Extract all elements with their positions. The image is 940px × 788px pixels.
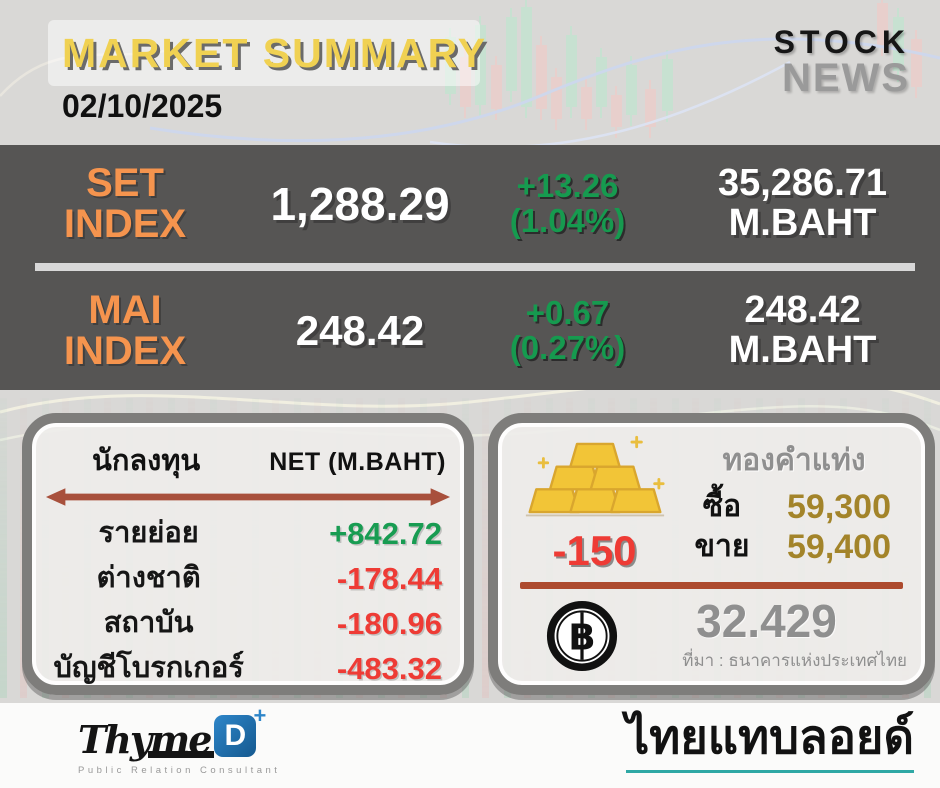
footer: Thyme D + Public Relation Consultant ไทย…: [0, 703, 940, 788]
set-index-label: SET INDEX: [63, 161, 187, 246]
mai-index-label: MAI INDEX: [63, 287, 187, 373]
brand-word-news: NEWS: [782, 56, 910, 100]
sell-value: 59,400: [787, 528, 891, 566]
table-row: รายย่อย +842.72: [32, 511, 464, 556]
investor-type-label: สถาบัน: [103, 607, 194, 639]
investor-net-value: -483.32: [336, 650, 442, 686]
investor-net-value: -180.96: [336, 605, 442, 641]
fx-section: B 32.429 ที่มา : ธนาคารแห่งประเทศไทย: [498, 589, 925, 674]
card-divider: [520, 582, 903, 589]
publisher-logo: ไทยแทบลอยด์: [625, 712, 914, 773]
panel-divider: [35, 263, 915, 271]
fx-source-text: ที่มา : ธนาคารแห่งประเทศไทย: [682, 651, 907, 671]
table-row: ต่างชาติ -178.44: [32, 556, 464, 601]
agency-logo: Thyme D + Public Relation Consultant: [78, 703, 281, 776]
investors-table: รายย่อย +842.72 ต่างชาติ -178.44 สถาบัน …: [32, 509, 464, 691]
mai-index-turnover: 248.42 M.BAHT: [728, 288, 877, 371]
report-date: 02/10/2025: [62, 88, 223, 124]
investor-type-label: ต่างชาติ: [96, 562, 201, 594]
gold-buy-row: ซื้อ 59,300: [677, 490, 911, 524]
gold-change-value: -150: [552, 527, 637, 574]
title-highlight-band: [48, 20, 480, 86]
investor-net-value: -178.44: [336, 560, 442, 596]
brand-word-stock: STOCK: [773, 24, 910, 60]
set-index-turnover: 35,286.71 M.BAHT: [717, 162, 888, 244]
mai-index-change: +0.67 (0.27%): [509, 293, 626, 366]
gold-sell-row: ขาย 59,400: [677, 530, 911, 564]
table-row: บัญชีโบรกเกอร์ -483.32: [32, 646, 464, 691]
buy-label: ซื้อ: [702, 490, 742, 523]
gold-icon-block: -150: [512, 433, 677, 572]
gold-card: -150 ทองคำแท่ง ซื้อ 59,300 ขาย 59,400: [488, 413, 935, 695]
fx-rate-value: 32.429: [696, 595, 837, 647]
gold-quotes-block: ทองคำแท่ง ซื้อ 59,300 ขาย 59,400: [677, 433, 911, 572]
fx-value-block: 32.429 ที่มา : ธนาคารแห่งประเทศไทย: [618, 597, 915, 674]
stock-news-logo: STOCK NEWS: [774, 26, 910, 98]
agency-tagline: Public Relation Consultant: [78, 765, 281, 776]
agency-d-badge: D +: [214, 703, 266, 757]
investor-type-label: รายย่อย: [98, 517, 199, 549]
set-index-row: SET INDEX 1,288.29 +13.26 (1.04%) 35,286…: [0, 145, 940, 263]
mai-index-row: MAI INDEX 248.42 +0.67 (0.27%) 248.42 M.…: [0, 271, 940, 390]
index-panel: SET INDEX 1,288.29 +13.26 (1.04%) 35,286…: [0, 145, 940, 390]
gold-title: ทองคำแท่ง: [722, 444, 866, 477]
agency-divider-bar: [148, 751, 214, 758]
plus-icon: +: [253, 703, 267, 728]
set-index-value: 1,288.29: [270, 178, 450, 230]
table-row: สถาบัน -180.96: [32, 601, 464, 646]
investors-card-header: นักลงทุน NET (M.BAHT): [32, 423, 464, 483]
set-index-change: +13.26 (1.04%): [509, 167, 626, 239]
baht-coin-icon: B: [546, 600, 618, 671]
net-mbaht-label: NET (M.BAHT): [269, 448, 446, 476]
investors-title: นักลงทุน: [92, 445, 201, 477]
investor-net-value: +842.72: [329, 515, 442, 551]
buy-value: 59,300: [787, 488, 891, 526]
mai-index-value: 248.42: [295, 306, 425, 354]
sell-label: ขาย: [694, 530, 750, 563]
page-title: MARKET SUMMARY: [62, 30, 488, 76]
agency-name: Thyme: [78, 716, 212, 762]
investor-type-label: บัญชีโบรกเกอร์: [53, 652, 244, 684]
investors-card: นักลงทุน NET (M.BAHT) รายย่อย +842.72 ต่…: [22, 413, 474, 695]
gold-bars-icon: [525, 435, 665, 517]
gold-section: -150 ทองคำแท่ง ซื้อ 59,300 ขาย 59,400: [498, 423, 925, 572]
double-arrow-icon: [45, 488, 451, 506]
